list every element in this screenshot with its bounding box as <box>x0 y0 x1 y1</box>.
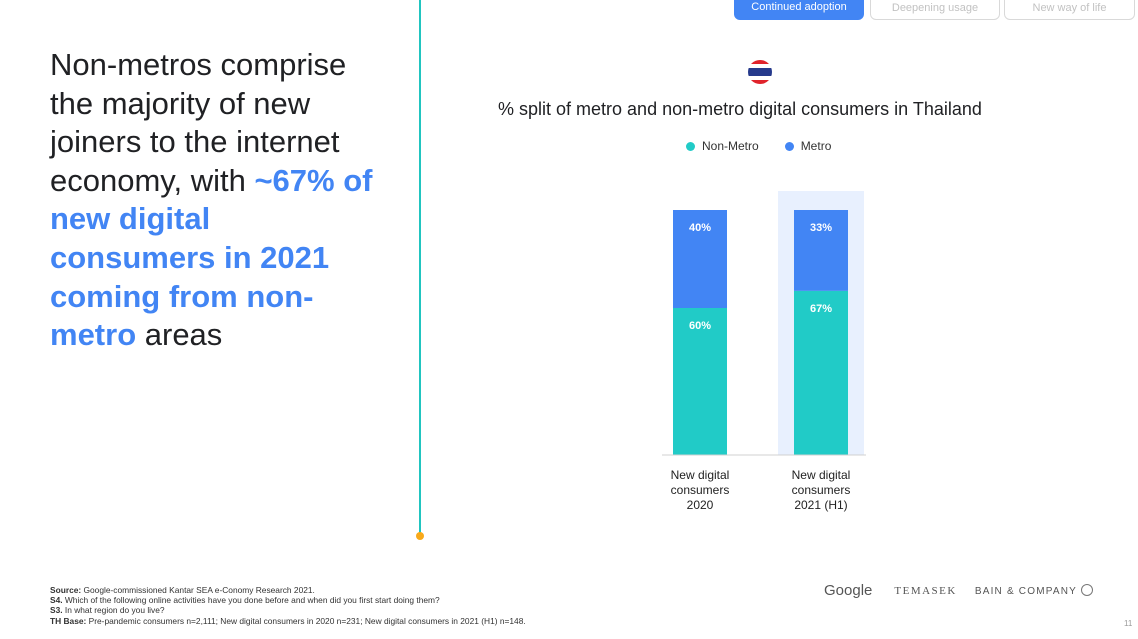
divider-dot <box>416 532 424 540</box>
thailand-flag-icon <box>748 60 772 84</box>
category-label: consumers <box>671 483 730 497</box>
legend-item: Non-Metro <box>686 139 759 153</box>
bain-logo: BAIN & COMPANY <box>974 584 1094 597</box>
footnote-line: Source: Google-commissioned Kantar SEA e… <box>50 585 526 595</box>
headline-highlight: ~67% of new digital consumers in 2021 co… <box>50 162 373 353</box>
legend-item: Metro <box>784 139 832 153</box>
category-label: consumers <box>792 483 851 497</box>
data-label: 33% <box>810 222 832 234</box>
headline-text-end: areas <box>136 317 223 353</box>
footnote-label: S4. <box>50 595 63 606</box>
bar-segment-metro <box>673 210 727 308</box>
divider-line <box>419 0 421 535</box>
footnote-text: In what region do you live? <box>62 605 165 616</box>
legend-dot <box>686 141 695 151</box>
footnote-text: Which of the following online activities… <box>62 595 440 606</box>
category-label: 2020 <box>687 498 714 512</box>
headline-text: Non-metros comprise the majority of new … <box>50 47 347 198</box>
flag-stripe <box>748 60 772 64</box>
footnotes: Source: Google-commissioned Kantar SEA e… <box>50 585 526 626</box>
temasek-logo: TEMASEK <box>894 584 957 597</box>
category-label: New digital <box>671 468 730 482</box>
data-label: 67% <box>810 303 832 315</box>
data-label: 60% <box>689 320 711 332</box>
legend-label: Metro <box>800 139 832 153</box>
tab-deepening-usage[interactable]: Deepening usage <box>870 0 1000 20</box>
footnote-label: S3. <box>50 605 63 616</box>
page-number: 11 <box>1124 619 1133 628</box>
bain-mark-icon <box>1081 584 1094 596</box>
footnote-text: Google-commissioned Kantar SEA e-Conomy … <box>81 585 315 595</box>
bar-segment-non-metro <box>794 290 848 455</box>
footnote-line: S3. In what region do you live? <box>50 605 526 615</box>
chart-legend: Non-Metro Metro <box>686 139 857 154</box>
flag-stripe <box>748 76 772 80</box>
footnote-label: TH Base: <box>50 615 87 626</box>
tab-new-way-of-life[interactable]: New way of life <box>1004 0 1135 20</box>
google-logo: Google <box>824 582 873 599</box>
legend-dot <box>784 141 794 151</box>
legend-label: Non-Metro <box>702 139 759 153</box>
footnote-line: S4. Which of the following online activi… <box>50 595 526 605</box>
stacked-bar-chart: 60%40%New digitalconsumers202067%33%New … <box>662 191 866 512</box>
flag-stripe <box>748 68 772 76</box>
footnote-text: Pre-pandemic consumers n=2,111; New digi… <box>86 615 526 626</box>
flag-stripe <box>748 64 772 68</box>
bar-segment-non-metro <box>673 308 727 455</box>
footnote-label: Source: <box>50 585 82 595</box>
flag-stripe <box>748 80 772 84</box>
data-label: 40% <box>689 222 711 234</box>
category-label: New digital <box>792 468 851 482</box>
tab-continued-adoption[interactable]: Continued adoption <box>734 0 864 20</box>
footnote-line: TH Base: Pre-pandemic consumers n=2,111;… <box>50 616 526 626</box>
chart-title: % split of metro and non-metro digital c… <box>498 99 982 119</box>
bar-segment-metro <box>794 210 848 291</box>
bain-logo-text: BAIN & COMPANY <box>974 586 1078 597</box>
headline: Non-metros comprise the majority of new … <box>50 46 380 355</box>
category-label: 2021 (H1) <box>794 498 847 512</box>
partner-logos: Google TEMASEK BAIN & COMPANY <box>824 582 1094 599</box>
